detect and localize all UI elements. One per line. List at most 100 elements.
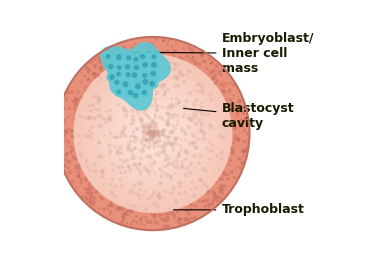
Circle shape	[206, 113, 208, 116]
Circle shape	[132, 122, 134, 124]
Circle shape	[138, 169, 141, 171]
Circle shape	[161, 53, 162, 54]
Circle shape	[188, 125, 190, 128]
Circle shape	[117, 166, 120, 169]
Circle shape	[140, 140, 142, 142]
Circle shape	[164, 94, 166, 96]
Circle shape	[119, 80, 121, 82]
Circle shape	[199, 129, 203, 132]
Text: Embryoblast/
Inner cell
mass: Embryoblast/ Inner cell mass	[133, 32, 314, 75]
Circle shape	[89, 169, 91, 171]
Circle shape	[92, 188, 93, 189]
Circle shape	[136, 76, 138, 78]
Circle shape	[91, 104, 94, 107]
Circle shape	[176, 76, 178, 78]
Circle shape	[243, 150, 246, 153]
Circle shape	[143, 132, 145, 133]
Circle shape	[91, 126, 93, 128]
Circle shape	[184, 191, 186, 194]
Circle shape	[66, 97, 68, 99]
Circle shape	[138, 116, 141, 119]
Circle shape	[99, 208, 100, 209]
Circle shape	[172, 116, 175, 119]
Circle shape	[81, 81, 82, 83]
Circle shape	[111, 201, 112, 203]
Circle shape	[216, 155, 218, 157]
Circle shape	[84, 188, 86, 189]
Circle shape	[76, 187, 77, 188]
Circle shape	[122, 107, 125, 109]
Circle shape	[175, 43, 177, 44]
Circle shape	[144, 106, 147, 109]
Circle shape	[114, 136, 117, 139]
Circle shape	[66, 139, 68, 140]
Circle shape	[206, 68, 208, 70]
Circle shape	[136, 84, 140, 88]
Circle shape	[151, 140, 153, 142]
Circle shape	[139, 174, 141, 175]
Circle shape	[178, 218, 181, 221]
Circle shape	[143, 166, 147, 170]
Circle shape	[164, 154, 167, 157]
Circle shape	[192, 141, 196, 145]
Circle shape	[156, 131, 159, 134]
Circle shape	[244, 142, 245, 143]
Circle shape	[89, 202, 91, 204]
Circle shape	[170, 105, 174, 108]
Circle shape	[157, 223, 158, 224]
Circle shape	[173, 55, 175, 57]
Circle shape	[180, 145, 181, 147]
Circle shape	[184, 113, 185, 115]
Circle shape	[123, 217, 125, 220]
Circle shape	[155, 94, 157, 96]
Circle shape	[85, 181, 86, 182]
Circle shape	[144, 75, 146, 77]
Circle shape	[174, 172, 176, 174]
Circle shape	[104, 52, 112, 60]
Circle shape	[184, 133, 186, 135]
Circle shape	[166, 121, 169, 124]
Circle shape	[86, 66, 88, 68]
Circle shape	[109, 118, 112, 121]
Circle shape	[74, 166, 78, 169]
Circle shape	[129, 110, 177, 158]
Circle shape	[147, 102, 149, 103]
Circle shape	[130, 210, 133, 213]
Circle shape	[237, 158, 239, 160]
Circle shape	[209, 94, 212, 96]
Circle shape	[167, 44, 168, 45]
Circle shape	[106, 62, 116, 72]
Circle shape	[197, 119, 201, 122]
Circle shape	[115, 80, 119, 84]
Circle shape	[134, 147, 136, 149]
Circle shape	[126, 107, 179, 160]
Circle shape	[185, 167, 188, 170]
Circle shape	[131, 112, 174, 155]
Circle shape	[201, 123, 203, 125]
Circle shape	[212, 77, 215, 80]
Circle shape	[77, 171, 79, 173]
Circle shape	[151, 213, 152, 215]
Circle shape	[93, 72, 96, 75]
Circle shape	[68, 160, 71, 163]
Circle shape	[167, 106, 170, 110]
Circle shape	[115, 63, 123, 71]
Circle shape	[152, 89, 154, 92]
Circle shape	[160, 145, 164, 148]
Circle shape	[116, 152, 118, 155]
Circle shape	[142, 148, 144, 150]
Circle shape	[168, 217, 169, 218]
Circle shape	[142, 144, 146, 147]
Circle shape	[127, 164, 129, 166]
Circle shape	[120, 151, 123, 154]
Circle shape	[63, 131, 65, 132]
Circle shape	[139, 91, 142, 94]
Circle shape	[208, 203, 209, 205]
Circle shape	[236, 113, 238, 115]
Circle shape	[147, 131, 150, 134]
Circle shape	[244, 117, 247, 120]
Circle shape	[100, 66, 102, 68]
Circle shape	[162, 52, 164, 53]
Circle shape	[134, 115, 172, 152]
Circle shape	[170, 212, 172, 214]
